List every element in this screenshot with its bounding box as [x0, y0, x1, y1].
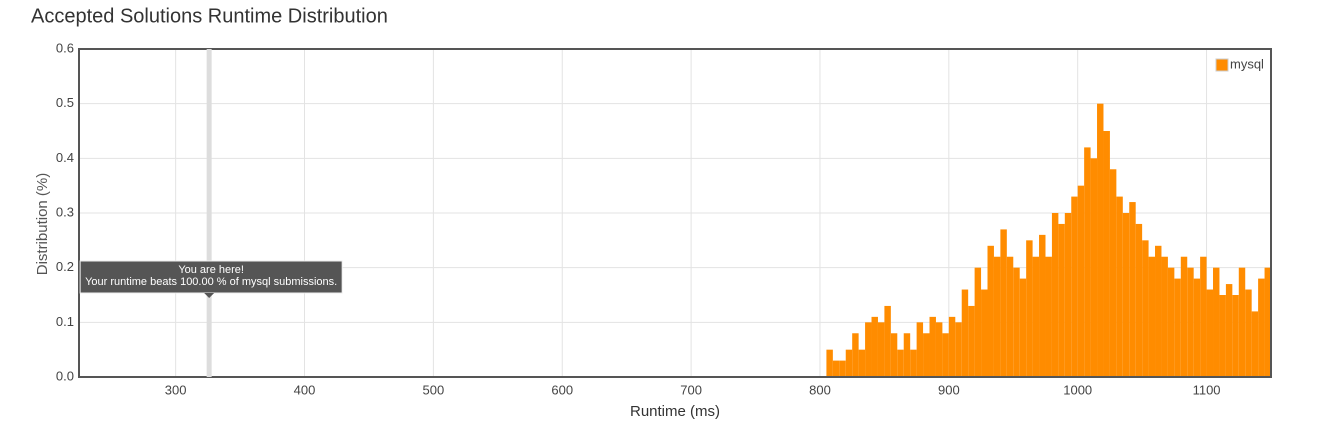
bar	[1019, 278, 1027, 377]
bar	[1129, 202, 1136, 377]
legend-swatch	[1215, 58, 1229, 72]
x-tick-label: 400	[294, 382, 316, 397]
bar	[1058, 223, 1065, 377]
bar	[890, 333, 898, 377]
bar	[1006, 256, 1014, 377]
bar	[942, 333, 949, 377]
bar	[910, 349, 917, 377]
bar	[1071, 196, 1078, 377]
bar	[1097, 103, 1104, 378]
bar	[1180, 256, 1188, 377]
bar	[884, 305, 891, 377]
bar	[845, 349, 853, 377]
bar	[1258, 278, 1265, 377]
bar	[903, 333, 911, 377]
bar	[935, 322, 943, 377]
bar	[858, 349, 866, 377]
bar	[1032, 256, 1040, 377]
chart-title: Accepted Solutions Runtime Distribution	[31, 5, 388, 27]
bar	[1051, 213, 1059, 377]
y-tick-label: 0.4	[56, 150, 74, 165]
x-tick-label: 600	[551, 382, 573, 397]
bar	[1026, 240, 1033, 377]
bar	[974, 267, 982, 377]
bar	[839, 360, 846, 377]
bar	[1174, 278, 1181, 377]
bar	[923, 333, 930, 377]
x-tick-label: 300	[165, 382, 187, 397]
tooltip-text: You are here!	[178, 264, 244, 276]
bar	[1103, 131, 1110, 377]
bar	[1264, 267, 1271, 377]
bar	[929, 316, 936, 377]
bar	[1238, 267, 1246, 377]
y-tick-label: 0.5	[56, 95, 74, 110]
bar	[1193, 278, 1201, 377]
bar	[1251, 311, 1259, 377]
bar	[1090, 158, 1098, 377]
y-tick-label: 0.2	[56, 259, 74, 274]
bar	[993, 256, 1001, 377]
y-tick-label: 0.1	[56, 314, 74, 329]
bar	[1225, 284, 1233, 377]
bar	[1167, 267, 1175, 377]
bar	[1077, 185, 1085, 377]
bar	[1013, 267, 1020, 377]
bar	[1000, 229, 1007, 377]
tooltip-arrow	[204, 293, 215, 298]
y-tick-label: 0.0	[56, 368, 74, 383]
x-axis-label: Runtime (ms)	[630, 403, 720, 420]
x-tick-label: 1000	[1063, 382, 1092, 397]
x-tick-label: 900	[938, 382, 960, 397]
y-axis-label: Distribution (%)	[34, 173, 51, 276]
bar	[1155, 245, 1162, 377]
bar	[948, 316, 956, 377]
bar	[897, 349, 904, 377]
bar	[1122, 213, 1130, 377]
bar	[1142, 240, 1149, 377]
bar	[1219, 295, 1226, 377]
plot-frame	[78, 48, 1272, 378]
bar	[968, 305, 975, 377]
tooltip-text: Your runtime beats 100.00 % of mysql sub…	[85, 276, 337, 288]
x-tick-label: 500	[423, 382, 445, 397]
bar	[1187, 267, 1194, 377]
bar	[1135, 223, 1143, 377]
bar	[1064, 213, 1072, 377]
x-tick-label: 700	[680, 382, 702, 397]
marker-band	[206, 49, 212, 377]
y-tick-label: 0.6	[56, 40, 74, 55]
x-tick-label: 1100	[1193, 382, 1221, 397]
x-tick-label: 800	[809, 382, 831, 397]
y-tick-label: 0.3	[56, 204, 74, 219]
bar	[1200, 256, 1207, 377]
bar	[832, 360, 840, 377]
bar	[1213, 267, 1220, 377]
bar	[1161, 256, 1168, 377]
bar	[1245, 289, 1252, 377]
legend-label: mysql	[1230, 56, 1264, 71]
bar	[1206, 289, 1214, 377]
bar	[877, 322, 885, 377]
bar	[987, 245, 994, 377]
bar	[1148, 256, 1156, 377]
bar	[1045, 256, 1052, 377]
bar	[1039, 234, 1046, 377]
bar	[1232, 295, 1239, 377]
bar	[865, 322, 872, 377]
bar	[981, 289, 988, 377]
bar	[961, 289, 969, 377]
bar	[871, 316, 878, 377]
bar	[1116, 196, 1123, 377]
bar	[1109, 169, 1117, 377]
bar	[826, 349, 833, 377]
bar	[1084, 147, 1091, 377]
bar	[852, 333, 859, 377]
bar	[955, 322, 962, 377]
bar	[916, 322, 924, 377]
